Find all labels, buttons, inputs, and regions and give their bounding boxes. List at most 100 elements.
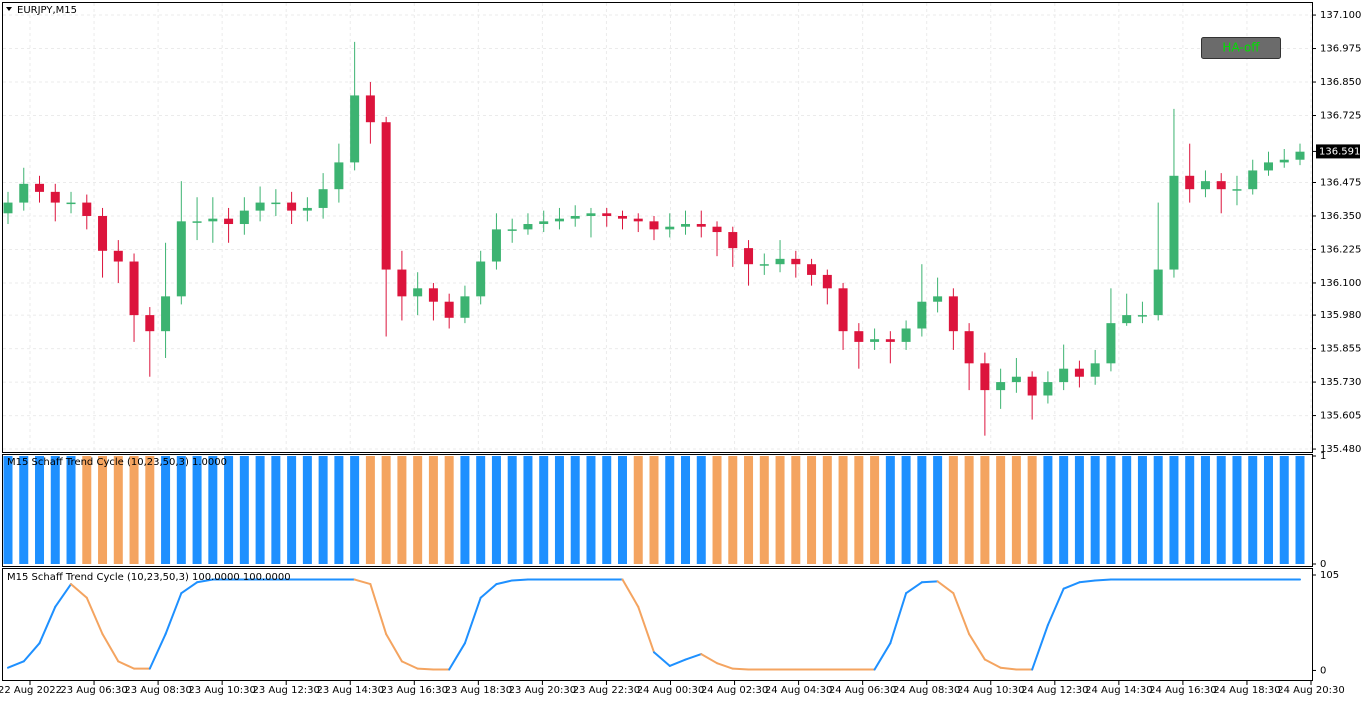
histogram-bar <box>1263 456 1273 564</box>
stc-segment <box>148 633 167 670</box>
time-label: 23 Aug 08:30 <box>124 685 191 696</box>
candle-body <box>287 202 297 211</box>
candle-body <box>192 221 202 223</box>
histogram-bar <box>948 456 958 564</box>
candle-body <box>1169 175 1179 270</box>
histogram-bar <box>1200 456 1210 564</box>
candle-body <box>82 202 92 216</box>
candle-body <box>1200 181 1210 190</box>
candle-body <box>822 274 832 289</box>
candle-body <box>1027 376 1037 396</box>
time-label: 23 Aug 06:30 <box>60 685 127 696</box>
candle-body <box>775 258 785 265</box>
stc-segment <box>385 633 403 663</box>
stc-segment <box>511 578 529 582</box>
histogram-bar <box>208 456 218 564</box>
candle-body <box>1153 269 1163 316</box>
histogram-bar <box>870 456 880 564</box>
stc-segment <box>400 660 419 670</box>
histogram-bar <box>50 456 60 564</box>
candle-body <box>1122 315 1132 324</box>
candle-body <box>255 202 265 211</box>
candle-body <box>633 218 643 222</box>
price-badge-label: 136.591 <box>1319 146 1360 157</box>
candle-body <box>807 264 817 275</box>
stc-segment <box>905 581 923 595</box>
histogram-bar <box>1279 456 1289 564</box>
candle-body <box>712 226 722 233</box>
stc-segment <box>85 596 104 636</box>
candle-body <box>901 328 911 342</box>
candle-body <box>1059 368 1069 383</box>
candle-body <box>271 202 281 205</box>
histogram-bar <box>996 456 1006 564</box>
stc-segment <box>920 580 939 584</box>
histogram-bar <box>35 456 45 564</box>
candle-body <box>759 264 769 266</box>
stc-segment <box>968 633 986 661</box>
candle-body <box>3 202 13 214</box>
histogram-bar <box>1185 456 1195 564</box>
stc-segment <box>952 592 971 636</box>
candle-body <box>98 215 108 251</box>
candle-body <box>1216 181 1226 190</box>
candle-body <box>507 229 517 231</box>
candle-body <box>570 215 580 219</box>
y-tick-label: 135.730 <box>1320 377 1361 388</box>
histogram-bar <box>1153 456 1163 564</box>
stc-segment <box>369 583 388 636</box>
histogram-bar <box>365 456 375 564</box>
histogram-bar <box>98 456 108 564</box>
histogram-bar <box>381 456 391 564</box>
histogram-bar <box>1090 456 1100 564</box>
candle-body <box>1248 170 1258 190</box>
time-label: 24 Aug 14:30 <box>1085 685 1152 696</box>
candle-body <box>996 382 1006 391</box>
histogram-bar <box>192 456 202 564</box>
histogram-bar <box>744 456 754 564</box>
y-tick-label: 135.605 <box>1320 411 1361 422</box>
candle-body <box>1279 159 1289 163</box>
candle-body <box>129 261 139 316</box>
candle-body <box>728 232 738 249</box>
line-label: M15 Schaff Trend Cycle (10,23,50,3) 100.… <box>7 572 291 583</box>
time-label: 23 Aug 16:30 <box>381 685 448 696</box>
histogram-bar <box>728 456 738 564</box>
histogram-bar <box>444 456 454 564</box>
y-tick-label: 136.225 <box>1320 244 1361 255</box>
candle-body <box>50 191 60 203</box>
time-label: 23 Aug 10:30 <box>188 685 255 696</box>
histogram-bar <box>1011 456 1021 564</box>
histogram-bar <box>1137 456 1147 564</box>
ha-button-label[interactable]: HA-off <box>1222 41 1260 55</box>
ha-button[interactable] <box>1201 37 1281 59</box>
time-label: 23 Aug 14:30 <box>317 685 384 696</box>
candle-body <box>318 189 328 208</box>
time-label: 23 Aug 18:30 <box>445 685 512 696</box>
candle-body <box>334 162 344 190</box>
candle-body <box>523 224 533 230</box>
candle-body <box>1011 376 1021 383</box>
stc-segment <box>180 581 199 595</box>
time-label: 24 Aug 02:30 <box>701 685 768 696</box>
stc-segment <box>463 596 482 645</box>
histogram-bar <box>413 456 423 564</box>
stc-segment <box>1046 587 1065 626</box>
candle-body <box>696 224 706 227</box>
histogram-bar <box>476 456 486 564</box>
histogram-bar <box>1074 456 1084 564</box>
candle-body <box>870 339 880 342</box>
candle-body <box>381 122 391 270</box>
candle-body <box>176 221 186 297</box>
time-label: 24 Aug 06:30 <box>829 685 896 696</box>
candle-body <box>1263 162 1273 171</box>
candle-body <box>744 248 754 265</box>
menu-arrow[interactable] <box>6 7 12 11</box>
stc-segment <box>983 658 1002 669</box>
histogram-bar <box>1169 456 1179 564</box>
candle-body <box>791 258 801 265</box>
y-tick-label: 136.850 <box>1320 77 1361 88</box>
histogram-bar <box>602 456 612 564</box>
stc-segment <box>101 633 120 663</box>
